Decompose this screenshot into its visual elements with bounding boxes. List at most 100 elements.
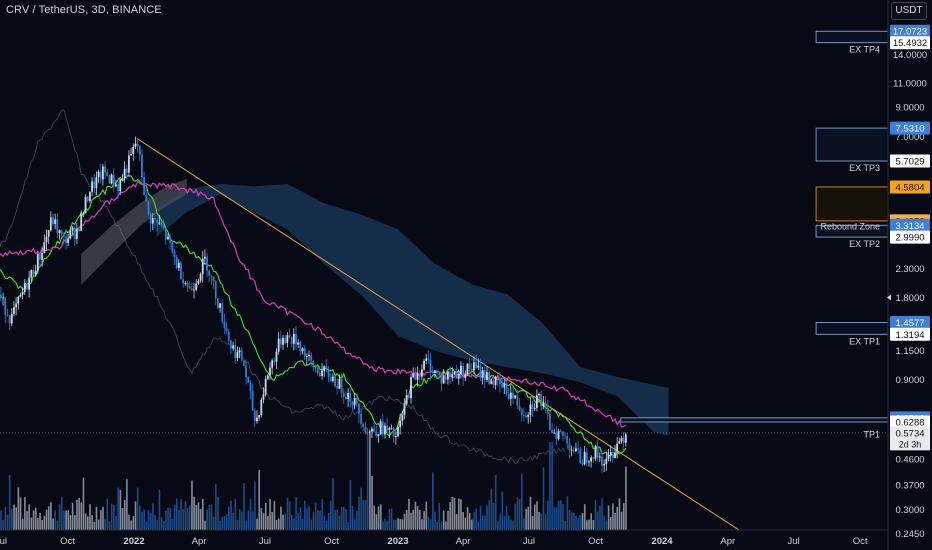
candle-body xyxy=(308,354,310,357)
candle-body xyxy=(379,421,382,435)
volume-bar xyxy=(52,518,54,530)
candle-body xyxy=(99,171,102,180)
volume-bar xyxy=(65,510,67,530)
volume-bar xyxy=(523,518,525,530)
volume-bar xyxy=(39,512,41,530)
volume-bar xyxy=(69,515,72,530)
candle-body xyxy=(245,365,248,377)
volume-bar xyxy=(614,512,616,530)
candle-body xyxy=(147,201,150,215)
candle-body xyxy=(624,434,627,443)
volume-bar xyxy=(219,521,221,530)
volume-bar xyxy=(149,513,152,530)
candle-body xyxy=(314,367,317,369)
volume-bar xyxy=(377,506,380,530)
candle-body xyxy=(436,370,438,374)
y-tick: 1.1500 xyxy=(895,346,924,357)
volume-bar xyxy=(97,519,100,530)
candle-body xyxy=(251,391,254,411)
candle-body xyxy=(117,184,119,192)
volume-bar xyxy=(429,519,432,530)
x-tick-2023: 2023 xyxy=(387,536,408,547)
candle-body xyxy=(93,181,96,188)
volume-bar xyxy=(360,487,363,530)
candle-body xyxy=(323,366,326,371)
candle-body xyxy=(477,365,480,368)
candle-body xyxy=(407,395,410,398)
candle-body xyxy=(217,298,219,308)
candle-body xyxy=(620,438,623,442)
volume-bar xyxy=(100,510,102,530)
volume-bar xyxy=(6,514,9,530)
volume-bar xyxy=(464,517,467,530)
volume-bar xyxy=(338,515,341,530)
volume-bar xyxy=(299,507,302,530)
candle-body xyxy=(349,393,352,402)
volume-bar xyxy=(91,515,93,530)
candle-body xyxy=(21,291,24,295)
volume-bar xyxy=(84,513,87,530)
candle-body xyxy=(10,313,13,324)
volume-bar xyxy=(323,515,326,530)
volume-bar xyxy=(525,508,527,530)
y-tick: 0.3000 xyxy=(895,505,924,516)
candle-body xyxy=(162,225,165,229)
ex-tp1-top-tag-text: 1.4577 xyxy=(895,318,924,329)
candle-body xyxy=(184,282,187,284)
volume-bar xyxy=(221,517,224,530)
candle-body xyxy=(164,228,167,240)
volume-bar xyxy=(427,516,430,530)
y-tick: 14.0000 xyxy=(893,50,927,61)
candle-body xyxy=(479,365,482,378)
candle-body xyxy=(544,403,547,408)
candle-body xyxy=(149,214,152,224)
candle-body xyxy=(201,258,204,275)
volume-bar xyxy=(440,521,443,530)
candle-body xyxy=(26,282,28,290)
candle-body xyxy=(173,251,176,258)
volume-bar xyxy=(182,509,185,530)
volume-bar xyxy=(390,508,393,530)
volume-bar xyxy=(60,497,63,530)
tp1-label: TP1 xyxy=(863,430,880,440)
volume-bar xyxy=(471,519,473,530)
volume-bar xyxy=(405,510,408,530)
candle-body xyxy=(236,352,239,359)
candle-body xyxy=(84,196,87,213)
currency-selector[interactable]: USDT xyxy=(891,2,927,20)
volume-bar xyxy=(162,521,165,530)
volume-bar xyxy=(408,498,410,530)
ex-tp3-top-tag xyxy=(890,121,930,135)
volume-bar xyxy=(384,518,386,530)
ex-tp4-label: EX TP4 xyxy=(849,45,880,55)
candle-body xyxy=(58,230,61,233)
candle-body xyxy=(464,373,467,378)
volume-bars xyxy=(0,432,627,530)
candle-body xyxy=(256,417,258,422)
candle-body xyxy=(345,396,347,400)
candle-body xyxy=(399,420,402,428)
volume-bar xyxy=(184,501,187,530)
volume-bar xyxy=(334,509,336,530)
volume-bar xyxy=(447,510,449,530)
volume-bar xyxy=(438,503,441,530)
volume-bar xyxy=(418,510,421,530)
volume-bar xyxy=(362,500,365,530)
volume-bar xyxy=(121,508,124,530)
candle-body xyxy=(299,342,302,352)
candle-body xyxy=(394,436,397,438)
candle-body xyxy=(420,369,423,377)
candle-body xyxy=(442,376,445,384)
candle-body xyxy=(56,219,59,233)
volume-bar xyxy=(568,509,571,530)
candle-body xyxy=(334,376,336,386)
ex-tp1-bottom-tag-text: 1.3194 xyxy=(895,330,924,341)
volume-bar xyxy=(43,515,46,530)
x-tick-apr: Apr xyxy=(720,536,735,547)
candle-body xyxy=(375,431,378,437)
volume-bar xyxy=(319,510,321,530)
candle-body xyxy=(301,348,304,352)
candle-body xyxy=(171,242,174,252)
